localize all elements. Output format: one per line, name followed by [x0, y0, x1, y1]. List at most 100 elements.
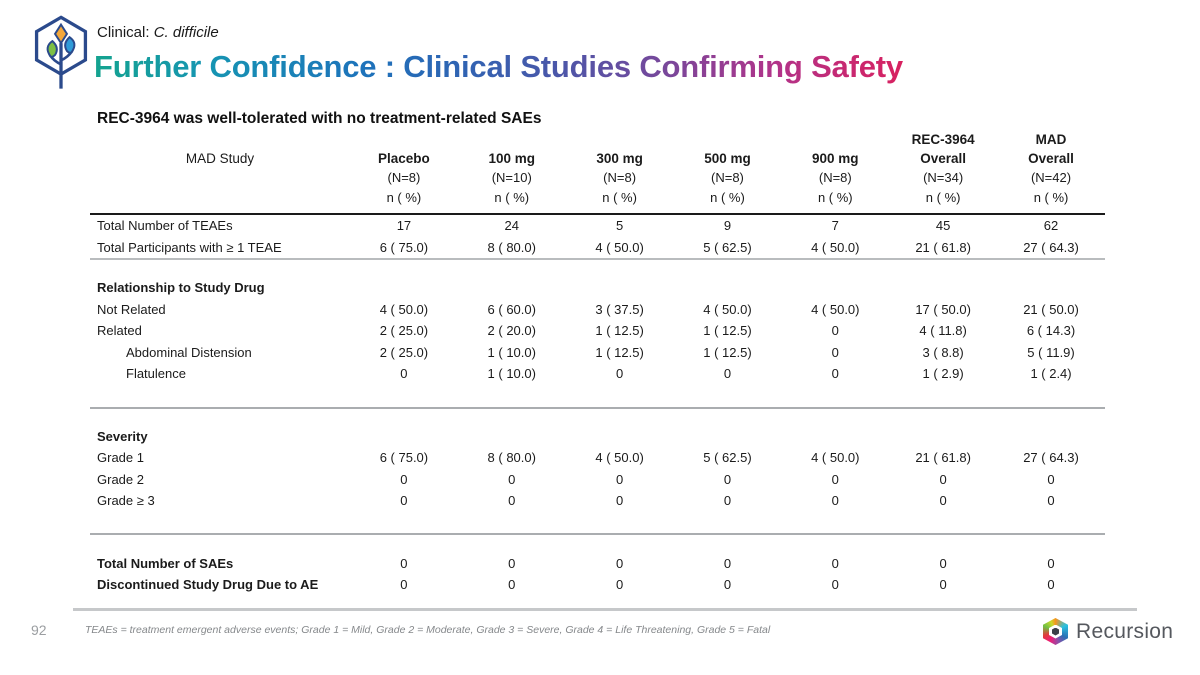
cell-value: 0	[831, 471, 839, 487]
table-row: Total Participants with ≥ 1 TEAE 6 ( 75.0…	[90, 236, 1105, 260]
cell-value	[566, 426, 674, 448]
cell-value: 3 ( 37.5)	[595, 301, 644, 317]
table-row: Relationship to Study Drug	[90, 277, 1105, 299]
column-header-name: 500 mg	[704, 151, 751, 166]
cell-value	[889, 426, 997, 448]
cell-value: 21 ( 61.8)	[915, 450, 971, 466]
cell-value: 24	[504, 218, 519, 234]
cell-value: 8 ( 80.0)	[487, 450, 536, 466]
cell-value	[350, 277, 458, 299]
cell-value: 4 ( 50.0)	[379, 301, 429, 317]
cell-value	[458, 426, 566, 448]
cell-value: 5 ( 62.5)	[703, 450, 752, 466]
table-row: Severity	[90, 426, 1105, 448]
cell-value: 2 ( 25.0)	[379, 344, 429, 360]
cell-value: 21 ( 50.0)	[1023, 301, 1079, 317]
cell-value: 0	[723, 555, 732, 571]
cell-value	[350, 426, 458, 448]
cell-value	[997, 277, 1105, 299]
column-header-n: (N=8)	[818, 170, 852, 185]
cell-value: 4 ( 50.0)	[811, 301, 860, 317]
cell-value: 0	[723, 577, 732, 593]
cell-value: 9	[723, 218, 732, 234]
spacer-row	[90, 512, 1105, 534]
table-row: Related 2 ( 25.0) 2 ( 20.0) 1 ( 12.5) 1 ( 12…	[90, 320, 1105, 342]
title-segment: Confirming	[639, 49, 812, 84]
cell-value	[781, 426, 889, 448]
cell-value: 1 ( 2.9)	[922, 366, 964, 382]
cell-value: 0	[615, 577, 624, 593]
cell-value: 0	[1047, 471, 1055, 487]
cell-value: 1 ( 12.5)	[595, 323, 644, 339]
cell-value: 0	[1047, 493, 1055, 509]
column-header-stat: n ( %)	[1033, 190, 1069, 205]
cell-value: 0	[831, 493, 839, 509]
spacer-row	[90, 409, 1105, 426]
cell-value: 0	[939, 493, 947, 509]
table-row: Grade 2 0 0 0 0 0 0 0	[90, 469, 1105, 491]
cell-value: 0	[508, 577, 516, 593]
cell-value: 0	[400, 471, 408, 487]
footer-divider	[73, 608, 1137, 611]
cell-value: 45	[935, 218, 951, 234]
cell-value: 4 ( 11.8)	[919, 323, 967, 339]
slide-subtitle: REC-3964 was well-tolerated with no trea…	[97, 110, 542, 127]
cell-value: 1 ( 2.4)	[1030, 366, 1072, 382]
cell-value: 0	[615, 555, 624, 571]
column-header-name: MAD	[1035, 132, 1067, 147]
cell-value: 3 ( 8.8)	[922, 344, 964, 360]
table-header-row: MAD Study Placebo (N=8) n ( %) 100 mg (N=10) n…	[90, 130, 1105, 215]
row-label: Total Participants with ≥ 1 TEAE	[90, 236, 350, 260]
cell-value: 2 ( 25.0)	[379, 323, 429, 339]
page-title: Further Confidence : Clinical Studies Co…	[94, 49, 903, 85]
spacer-row	[90, 385, 1105, 408]
cell-value: 0	[615, 366, 624, 382]
cell-value: 7	[831, 218, 839, 234]
column-header-n: (N=8)	[603, 170, 637, 185]
cell-value	[566, 277, 674, 299]
cell-value: 0	[939, 471, 947, 487]
cell-value: 4 ( 50.0)	[703, 301, 752, 317]
cell-value: 0	[400, 366, 408, 382]
row-label: Grade 1	[97, 450, 144, 466]
cell-value: 6 ( 75.0)	[350, 236, 458, 260]
cell-value	[458, 277, 566, 299]
cell-value: 4 ( 50.0)	[811, 450, 860, 466]
cell-value: 0	[615, 471, 624, 487]
column-header: MAD Overall (N=42) n ( %)	[997, 130, 1105, 215]
cell-value	[889, 277, 997, 299]
cell-value: 0	[831, 577, 839, 593]
cell-value: 1 ( 12.5)	[703, 344, 752, 360]
cell-value: 17 ( 50.0)	[915, 301, 971, 317]
table-row: Discontinued Study Drug Due to AE 0 0 0 0 0 0 0	[90, 574, 1105, 596]
row-label: Total Number of TEAEs	[97, 218, 233, 234]
cell-value: 0	[831, 344, 839, 360]
recursion-logo: Recursion	[1043, 618, 1173, 645]
cell-value: 2 ( 20.0)	[487, 323, 536, 339]
footnote-text: TEAEs = treatment emergent adverse event…	[85, 624, 771, 636]
cell-value: 1 ( 10.0)	[487, 344, 536, 360]
cell-value: 0	[939, 555, 947, 571]
column-header-name: REC-3964	[911, 132, 975, 147]
column-header: REC-3964 Overall (N=34) n ( %)	[889, 130, 998, 215]
row-label: Grade ≥ 3	[97, 493, 155, 509]
column-header-stat: n ( %)	[710, 190, 745, 205]
column-header-name: 900 mg	[812, 151, 859, 166]
cell-value: 0	[400, 577, 408, 593]
cell-value: 0	[400, 555, 408, 571]
cell-value: 1 ( 10.0)	[487, 366, 536, 382]
page-number: 92	[31, 622, 47, 638]
column-header-n: (N=8)	[387, 170, 421, 185]
row-label: Related	[97, 323, 142, 339]
cell-value	[781, 277, 889, 299]
cell-value: 0	[723, 493, 732, 509]
column-header-row-label: MAD Study	[90, 130, 350, 215]
row-label: Relationship to Study Drug	[97, 280, 265, 296]
title-segment: Safety	[811, 49, 903, 84]
cell-value: 0	[508, 471, 516, 487]
cell-value: 6 ( 75.0)	[379, 450, 429, 466]
safety-results-table: MAD Study Placebo (N=8) n ( %) 100 mg (N=10) n…	[90, 130, 1105, 596]
table-row: Total Number of SAEs 0 0 0 0 0 0 0	[90, 553, 1105, 575]
cell-value	[997, 426, 1105, 448]
